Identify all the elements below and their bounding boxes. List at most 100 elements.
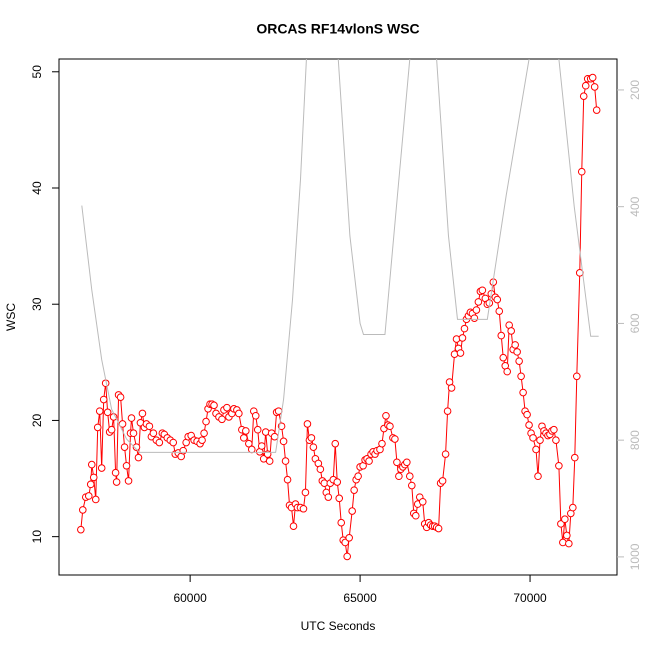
data-point — [91, 495, 100, 504]
data-point — [198, 436, 206, 444]
data-point — [103, 408, 112, 417]
data-point — [245, 439, 253, 448]
data-point — [536, 436, 544, 444]
data-point — [283, 475, 292, 484]
data-point — [391, 435, 399, 443]
data-point — [570, 453, 579, 462]
plot-area — [77, 59, 601, 561]
x-axis-label: UTC Seconds — [301, 619, 376, 633]
data-point — [365, 457, 373, 465]
data-point — [307, 434, 316, 442]
data-point — [438, 477, 447, 485]
data-point — [235, 409, 243, 418]
data-point — [515, 357, 523, 365]
data-point — [169, 438, 178, 447]
data-point — [333, 478, 342, 486]
data-point — [112, 478, 121, 486]
data-point — [263, 450, 272, 458]
data-point — [493, 295, 502, 304]
y2-tick-label: 200 — [628, 80, 642, 100]
data-point — [265, 457, 274, 465]
data-point — [345, 534, 353, 542]
data-point — [443, 407, 452, 415]
data-point — [532, 445, 540, 454]
y2-tick-label: 400 — [628, 196, 642, 216]
chart-title: ORCAS RF14vlonS WSC — [256, 21, 419, 37]
series-line — [81, 59, 599, 453]
data-point — [497, 331, 506, 340]
data-point — [565, 539, 573, 548]
y2-tick-label: 800 — [628, 430, 642, 450]
data-point — [407, 481, 416, 490]
data-point — [523, 410, 531, 419]
data-point — [441, 450, 450, 458]
data-point — [202, 417, 210, 426]
data-point — [590, 83, 599, 91]
data-point — [452, 335, 461, 343]
data-point — [78, 506, 87, 514]
data-point — [499, 353, 508, 362]
data-point — [470, 314, 479, 322]
data-point — [519, 388, 527, 397]
data-point — [127, 414, 136, 422]
y-tick-label: 30 — [30, 297, 44, 311]
data-point — [511, 341, 519, 349]
data-point — [378, 439, 386, 448]
data-point — [179, 446, 188, 455]
data-point — [200, 429, 208, 438]
y-tick-label: 10 — [30, 530, 44, 544]
x-tick-label: 70000 — [513, 591, 547, 605]
data-point — [456, 349, 465, 357]
data-point — [303, 420, 312, 428]
data-point — [253, 425, 262, 434]
data-point — [450, 350, 459, 358]
data-point — [95, 407, 104, 415]
data-point — [472, 306, 481, 314]
y-tick-label: 40 — [30, 181, 44, 195]
data-point — [534, 472, 542, 481]
data-point — [569, 503, 577, 512]
x-tick-label: 65000 — [343, 591, 377, 605]
data-point — [525, 421, 533, 429]
data-point — [301, 488, 310, 497]
y-axis-label: WSC — [4, 303, 18, 331]
data-point — [418, 497, 427, 506]
data-point — [478, 286, 487, 295]
data-point — [149, 429, 158, 438]
data-point — [503, 367, 512, 376]
data-point — [354, 472, 362, 481]
data-point — [129, 429, 138, 438]
data-point — [257, 442, 266, 450]
data-point — [386, 422, 394, 431]
data-point — [87, 460, 96, 469]
data-point — [124, 477, 133, 485]
data-point — [309, 443, 318, 451]
data-point — [324, 493, 333, 501]
data-point — [335, 494, 344, 503]
data-point — [155, 438, 164, 447]
data-point — [529, 434, 537, 442]
data-point — [550, 425, 558, 434]
data-point — [563, 531, 571, 540]
data-point — [77, 525, 85, 534]
data-point — [561, 515, 569, 524]
data-point — [513, 348, 521, 356]
data-point — [99, 395, 108, 404]
data-point — [458, 334, 467, 342]
y2-tick-label: 1000 — [628, 543, 642, 570]
data-point — [84, 492, 93, 500]
data-point — [274, 407, 283, 415]
data-point — [316, 465, 325, 474]
y2-tick-label: 600 — [628, 313, 642, 333]
data-point — [218, 415, 226, 424]
data-point — [279, 437, 288, 446]
data-point — [588, 73, 597, 82]
data-point — [93, 423, 102, 432]
data-point — [495, 307, 504, 315]
data-point — [592, 106, 601, 114]
data-point — [460, 324, 469, 333]
data-point — [134, 453, 143, 462]
data-point — [447, 384, 456, 392]
